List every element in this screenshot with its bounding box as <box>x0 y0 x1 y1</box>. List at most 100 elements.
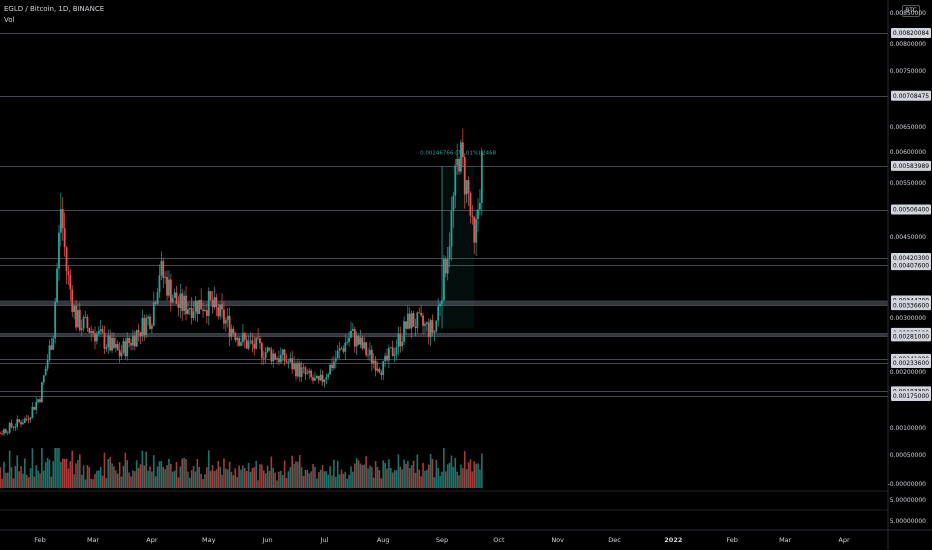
time-tick-label: Oct <box>493 536 505 544</box>
volume-bar <box>84 479 87 488</box>
candle-body <box>194 300 197 312</box>
candle-body <box>162 260 165 278</box>
volume-bar <box>120 476 123 488</box>
price-tick-label: 0.00200000 <box>890 369 926 376</box>
candle-body <box>310 370 313 378</box>
volume-bar <box>118 462 121 488</box>
volume-bar <box>107 459 110 488</box>
volume-bar <box>344 471 347 488</box>
level-price-label: 0.00407600 <box>893 262 929 269</box>
candle-body <box>10 423 13 427</box>
volume-bar <box>257 480 259 488</box>
candle-body <box>147 316 149 319</box>
candle-body <box>135 330 138 347</box>
candle-body <box>109 335 112 351</box>
volume-bar <box>41 448 43 488</box>
volume-bar <box>297 461 299 488</box>
volume-bar <box>266 465 269 488</box>
symbol-title[interactable]: EGLD / Bitcoin, 1D, BINANCE <box>4 5 105 13</box>
volume-bar <box>367 468 369 488</box>
candle-body <box>268 347 271 350</box>
candle-body <box>196 300 199 314</box>
volume-bar <box>137 467 140 488</box>
volume-bar <box>20 466 22 488</box>
volume-bar <box>353 463 356 488</box>
volume-bar <box>130 476 132 488</box>
currency-button[interactable]: BTC <box>902 5 920 17</box>
candle-body <box>166 276 168 296</box>
volume-bar <box>443 448 445 488</box>
candle-body <box>122 341 125 353</box>
volume-bar <box>225 468 227 488</box>
volume-bar <box>99 467 102 488</box>
volume-tick-label: 5.00000000 <box>890 518 926 525</box>
time-tick-label: Jul <box>320 536 329 544</box>
volume-bar <box>54 448 56 488</box>
volume-bar <box>240 469 242 488</box>
candle-body <box>3 429 5 434</box>
volume-bar <box>462 468 464 488</box>
volume-bar <box>109 456 111 488</box>
candle-body <box>448 246 451 260</box>
volume-bar <box>185 459 187 488</box>
candle-body <box>452 195 455 211</box>
candle-body <box>27 418 30 420</box>
volume-bar <box>437 468 440 488</box>
volume-tick-label: -0.00000000 <box>888 481 927 488</box>
candle-body <box>173 292 176 298</box>
candle-body <box>378 368 381 373</box>
candle-body <box>111 337 113 351</box>
candle-body <box>446 259 449 274</box>
volume-bar <box>386 468 388 488</box>
volume-bar <box>422 462 424 488</box>
volume-bar <box>323 471 326 488</box>
candle-body <box>221 304 223 310</box>
volume-bar <box>97 470 100 488</box>
candle-body <box>251 340 254 345</box>
candle-body <box>350 330 352 338</box>
candle-body <box>95 333 98 342</box>
candle-body <box>425 322 428 324</box>
volume-bar <box>391 472 394 488</box>
candle-body <box>374 360 377 371</box>
candle-body <box>114 344 117 348</box>
candle-body <box>327 374 330 378</box>
volume-bar <box>285 477 288 488</box>
candle-body <box>14 426 17 428</box>
candle-body <box>168 279 170 296</box>
candle-body <box>226 315 229 321</box>
volume-bar <box>151 471 153 488</box>
candle-body <box>370 349 373 364</box>
time-axis[interactable]: Feb Mar Apr May Jun Jul Aug Sep Oct Nov Dec 2022 Feb… <box>0 529 932 544</box>
candle-body <box>219 304 222 317</box>
candle-body <box>412 313 415 327</box>
volume-bar <box>10 467 13 488</box>
candle-body <box>52 338 55 350</box>
candle-body <box>243 333 246 340</box>
volume-bar <box>469 459 472 488</box>
level-price-tag <box>891 300 931 311</box>
volume-bar <box>71 450 74 488</box>
volume-bar <box>306 469 309 488</box>
candle-body <box>42 375 45 383</box>
volume-bar <box>56 448 58 488</box>
volume-bar <box>160 461 163 488</box>
candle-body <box>422 315 424 326</box>
volume-bar <box>145 451 147 488</box>
candle-body <box>86 317 89 328</box>
price-tick-label: 0.00300000 <box>890 315 926 322</box>
volume-bar <box>441 471 443 488</box>
volume-bar <box>329 466 331 488</box>
candle-body <box>238 337 241 346</box>
volume-bar <box>79 454 81 488</box>
candle-body <box>475 218 478 243</box>
candle-body <box>73 305 76 312</box>
level-price-tag <box>891 160 931 171</box>
volume-bar <box>397 454 400 488</box>
candle-body <box>295 363 297 377</box>
volume-indicator-label[interactable]: Vol <box>4 16 15 24</box>
volume-bar <box>168 458 170 488</box>
volume-bar <box>471 471 474 488</box>
